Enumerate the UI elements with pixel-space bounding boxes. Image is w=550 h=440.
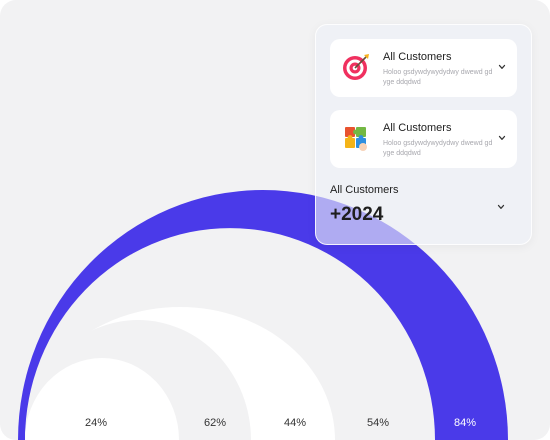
card-title: All Customers (383, 51, 452, 63)
chevron-down-icon[interactable] (496, 202, 506, 212)
summary-value: +2024 (330, 204, 384, 225)
percent-label-5: 84% (453, 417, 477, 429)
percent-label-3: 44% (283, 417, 307, 429)
card-description: Holoo gsdywdywydydwy dwewd gdyge ddqdwd (383, 69, 493, 86)
arc-ring-3 (25, 358, 179, 440)
chevron-down-icon[interactable] (497, 133, 507, 143)
card-title: All Customers (383, 122, 452, 134)
percent-label-4: 54% (366, 417, 390, 429)
chevron-down-icon[interactable] (497, 62, 507, 72)
puzzle-icon (345, 127, 367, 151)
percent-label-2: 62% (203, 417, 227, 429)
summary-label: All Customers (330, 184, 399, 196)
target-icon (343, 54, 369, 80)
percent-label-1: 24% (84, 417, 108, 429)
card-description: Holoo gsdywdywydydwy dwewd gdyge ddqdwd (383, 140, 493, 157)
customer-card-puzzle[interactable]: All Customers Holoo gsdywdywydydwy dwewd… (330, 110, 517, 168)
customer-card-target[interactable]: All Customers Holoo gsdywdywydydwy dwewd… (330, 39, 517, 97)
customer-panel: All Customers Holoo gsdywdywydydwy dwewd… (315, 24, 532, 245)
